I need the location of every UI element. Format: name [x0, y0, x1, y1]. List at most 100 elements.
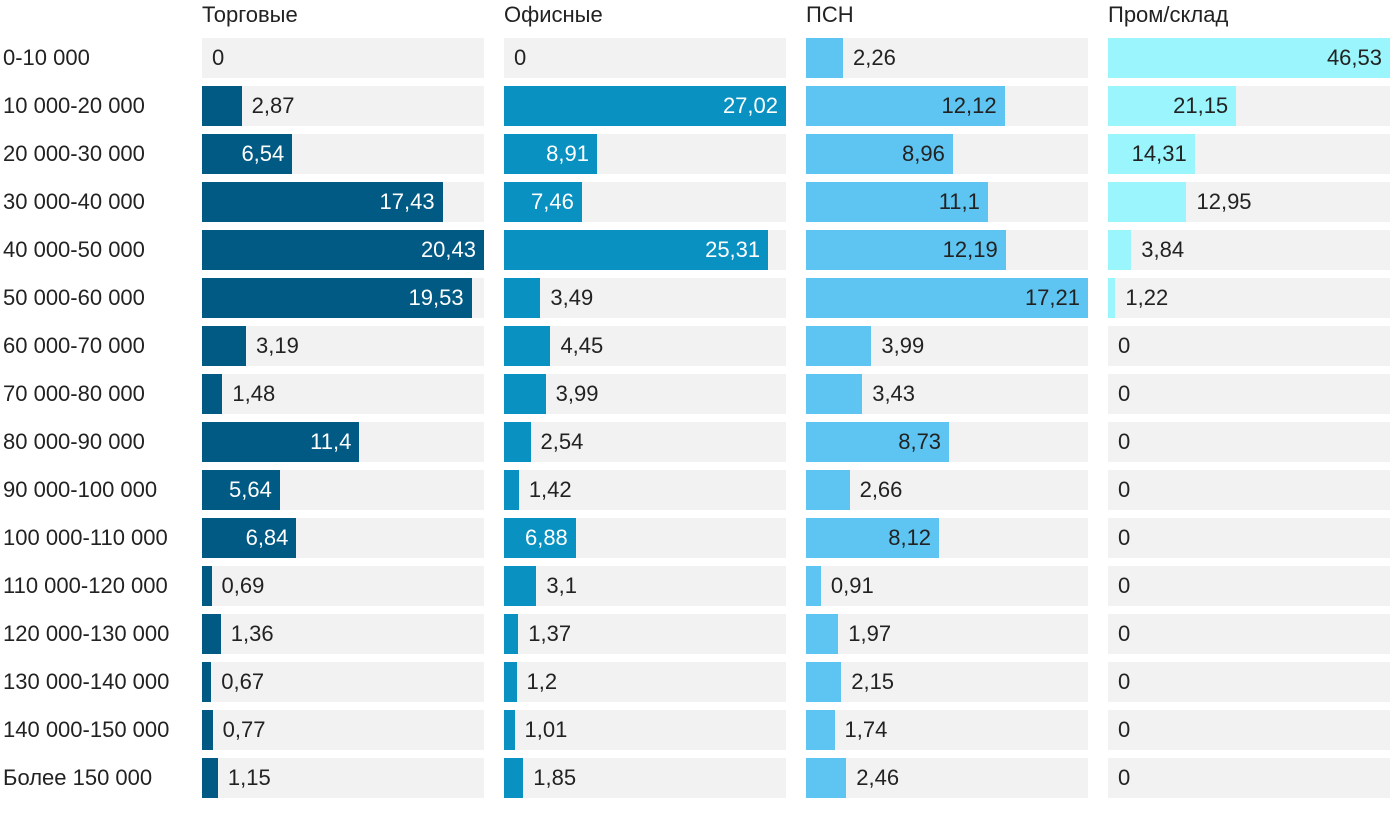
data-label: 21,15	[1173, 93, 1229, 118]
category-label: 120 000-130 000	[3, 621, 170, 646]
data-label: 0	[212, 45, 225, 70]
bar	[202, 326, 247, 366]
bar	[806, 182, 988, 222]
bar-track	[806, 758, 1088, 798]
data-label: 0	[1118, 429, 1131, 454]
bar-track	[806, 38, 1088, 78]
bar	[806, 710, 835, 750]
bar-track	[806, 470, 1088, 510]
bar-track	[202, 614, 484, 654]
bar-track	[504, 758, 786, 798]
data-label: 1,2	[526, 669, 558, 694]
bar-track	[202, 710, 484, 750]
data-label: 6,88	[524, 525, 568, 550]
data-label: 2,26	[853, 45, 896, 70]
data-label: 27,02	[722, 93, 778, 118]
bar	[806, 230, 1006, 270]
bar-track	[1108, 518, 1390, 558]
bar	[202, 230, 484, 270]
bar-track	[1108, 758, 1390, 798]
bar	[504, 662, 517, 702]
bar	[806, 470, 850, 510]
bar	[806, 326, 872, 366]
data-label: 12,19	[942, 237, 998, 262]
bar	[504, 230, 769, 270]
bar-track	[1108, 710, 1390, 750]
data-label: 0	[1118, 333, 1131, 358]
data-label: 25,31	[705, 237, 761, 262]
column-title: Торговые	[202, 2, 298, 27]
bar	[1108, 86, 1237, 126]
bar-track	[1108, 278, 1390, 318]
bar-track	[1108, 326, 1390, 366]
bar	[806, 422, 950, 462]
data-label: 0,67	[221, 669, 265, 694]
bar	[806, 518, 940, 558]
category-label: 70 000-80 000	[3, 381, 145, 406]
column-title: Офисные	[504, 2, 603, 27]
bar	[202, 758, 218, 798]
column-title: ПСН	[806, 2, 854, 27]
bar	[202, 662, 212, 702]
bar-track	[202, 86, 484, 126]
data-label: 0,77	[222, 717, 266, 742]
category-label: 0-10 000	[3, 45, 90, 70]
data-label: 6,84	[245, 525, 289, 550]
bar-track	[504, 662, 786, 702]
data-label: 0,91	[830, 573, 874, 598]
bar	[504, 374, 546, 414]
category-label: 40 000-50 000	[3, 237, 145, 262]
data-label: 1,37	[528, 621, 572, 646]
category-label: 130 000-140 000	[3, 669, 170, 694]
data-label: 3,49	[550, 285, 594, 310]
bar-track	[1108, 470, 1390, 510]
bar-track	[806, 710, 1088, 750]
bar	[806, 134, 953, 174]
bar-track	[1108, 662, 1390, 702]
bar	[806, 86, 1005, 126]
bar	[202, 374, 223, 414]
bar	[1108, 182, 1187, 222]
data-label: 2,87	[251, 93, 295, 118]
bar-track	[806, 566, 1088, 606]
data-label: 3,99	[881, 333, 925, 358]
bar	[806, 374, 863, 414]
data-label: 4,45	[560, 333, 604, 358]
category-label: 110 000-120 000	[3, 573, 168, 598]
data-label: 0	[1118, 765, 1131, 790]
bar	[504, 182, 582, 222]
bar	[202, 566, 212, 606]
bar	[504, 614, 519, 654]
bar	[202, 182, 443, 222]
bar-track	[1108, 422, 1390, 462]
data-label: 7,46	[531, 189, 574, 214]
bar-track	[504, 374, 786, 414]
data-label: 12,95	[1196, 189, 1252, 214]
data-label: 3,99	[555, 381, 599, 406]
data-label: 2,66	[859, 477, 903, 502]
data-label: 0	[1118, 717, 1131, 742]
data-label: 3,19	[256, 333, 299, 358]
data-label: 1,97	[848, 621, 892, 646]
category-label: 90 000-100 000	[3, 477, 158, 502]
bar	[806, 38, 844, 78]
data-label: 20,43	[420, 237, 476, 262]
category-label: 50 000-60 000	[3, 285, 145, 310]
bar	[504, 710, 515, 750]
data-label: 12,12	[941, 93, 997, 118]
bar-track	[504, 566, 786, 606]
data-label: 5,64	[229, 477, 272, 502]
bar-track	[1108, 374, 1390, 414]
bar	[504, 326, 551, 366]
bar	[806, 758, 847, 798]
category-label: 140 000-150 000	[3, 717, 170, 742]
bar	[1108, 38, 1390, 78]
data-label: 11,4	[310, 429, 352, 454]
bar	[202, 614, 221, 654]
data-label: 3,1	[546, 573, 577, 598]
data-label: 1,15	[227, 765, 271, 790]
bar	[806, 614, 839, 654]
bar-track	[202, 662, 484, 702]
data-label: 1,01	[524, 717, 568, 742]
